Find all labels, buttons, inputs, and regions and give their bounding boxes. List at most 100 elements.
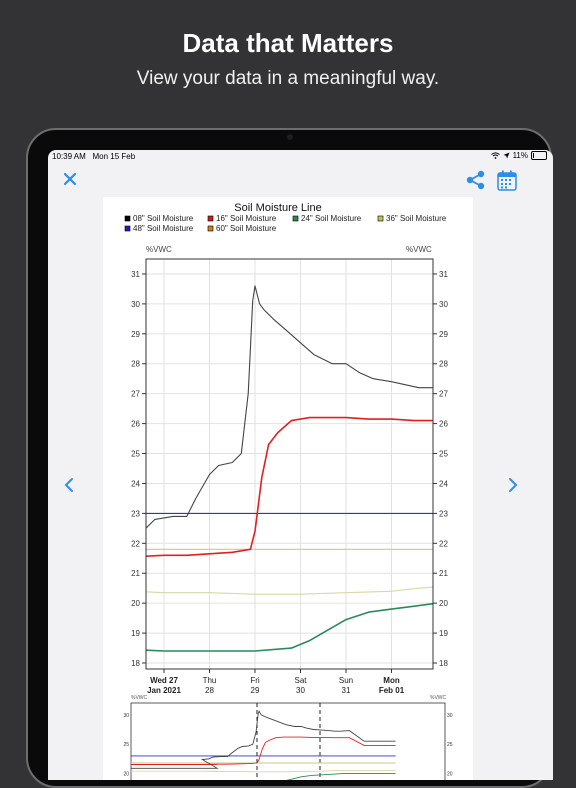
y-tick-label: 21 bbox=[131, 569, 140, 578]
x-tick-label: Mon bbox=[383, 676, 400, 685]
x-tick-sublabel: 30 bbox=[296, 686, 305, 695]
x-tick-label: Sun bbox=[339, 676, 353, 685]
overview-y-tick-label: 30 bbox=[123, 713, 129, 719]
y-tick-label: 27 bbox=[131, 390, 140, 399]
overview-y-tick-label-right: 25 bbox=[447, 742, 453, 748]
y-tick-label: 18 bbox=[131, 659, 140, 668]
y-tick-label-right: 18 bbox=[439, 659, 448, 668]
overview-y-tick-label: 25 bbox=[123, 742, 129, 748]
calendar-icon bbox=[497, 170, 517, 191]
calendar-button[interactable] bbox=[497, 170, 517, 196]
y-axis-label-right: %VWC bbox=[406, 245, 432, 254]
promo-subtitle: View your data in a meaningful way. bbox=[136, 68, 440, 89]
chevron-right-icon bbox=[509, 478, 518, 492]
y-tick-label-right: 20 bbox=[439, 599, 448, 608]
chart-legend: 08" Soil Moisture 16" Soil Moisture 24" So… bbox=[124, 214, 447, 233]
status-indicators: 11% bbox=[490, 151, 547, 160]
battery-fill bbox=[533, 153, 535, 158]
status-bar: 10:39 AM Mon 15 Feb 11% bbox=[48, 150, 553, 164]
location-icon bbox=[503, 152, 510, 159]
series-line bbox=[146, 602, 433, 652]
x-tick-sublabel: Feb 01 bbox=[379, 686, 405, 695]
y-tick-label-right: 28 bbox=[439, 360, 448, 369]
series-line bbox=[146, 285, 433, 529]
y-tick-label-right: 30 bbox=[439, 300, 448, 309]
y-tick-label-right: 31 bbox=[439, 270, 448, 279]
overview-unit-right: %VWC bbox=[430, 695, 447, 701]
legend-label: 48" Soil Moisture bbox=[133, 224, 194, 233]
y-tick-label: 28 bbox=[131, 360, 140, 369]
y-tick-label-right: 25 bbox=[439, 450, 448, 459]
y-tick-label-right: 23 bbox=[439, 509, 448, 518]
overview-y-tick-label: 20 bbox=[123, 772, 129, 778]
series-line bbox=[146, 586, 433, 595]
next-button[interactable] bbox=[508, 477, 518, 498]
overview-lines bbox=[131, 710, 396, 780]
chart-card: Soil Moisture Line 08" Soil Moisture 16" … bbox=[103, 197, 473, 780]
y-tick-label: 22 bbox=[131, 539, 140, 548]
overview-series-line bbox=[286, 773, 396, 780]
battery-percent: 11% bbox=[512, 151, 528, 160]
battery-icon bbox=[531, 151, 547, 160]
camera-dot bbox=[287, 134, 293, 140]
overview-unit-left: %VWC bbox=[131, 695, 148, 701]
close-button[interactable] bbox=[63, 172, 77, 191]
legend-swatch bbox=[292, 215, 299, 222]
wifi-icon bbox=[490, 152, 500, 159]
x-tick-label: Fri bbox=[250, 676, 260, 685]
soil-moisture-chart: Soil Moisture Line 08" Soil Moisture 16" … bbox=[123, 202, 453, 780]
x-tick-sublabel: Jan 2021 bbox=[147, 686, 181, 695]
y-axis: 18 18 19 19 20 20 21 21 22 22 23 23 24 24 25 25 26 26 27 27… bbox=[131, 270, 448, 668]
y-tick-label-right: 19 bbox=[439, 629, 448, 638]
overview-series-line bbox=[131, 736, 396, 765]
share-button[interactable] bbox=[466, 170, 486, 195]
y-tick-label-right: 29 bbox=[439, 330, 448, 339]
legend-swatch bbox=[207, 225, 214, 232]
legend-label: 08" Soil Moisture bbox=[133, 214, 194, 223]
y-tick-label: 25 bbox=[131, 450, 140, 459]
previous-button[interactable] bbox=[64, 477, 74, 498]
legend-label: 24" Soil Moisture bbox=[301, 214, 362, 223]
legend-swatch bbox=[124, 215, 131, 222]
plot-frame bbox=[145, 258, 434, 670]
close-icon bbox=[63, 172, 77, 186]
legend-swatch bbox=[207, 215, 214, 222]
chevron-left-icon bbox=[64, 478, 73, 492]
x-tick-sublabel: 28 bbox=[205, 686, 214, 695]
y-tick-label-right: 24 bbox=[439, 479, 448, 488]
y-tick-label-right: 27 bbox=[439, 390, 448, 399]
status-time: 10:39 AM Mon 15 Feb bbox=[52, 152, 136, 161]
overview-chart: %VWC %VWC 20 20 25 25 30 30 bbox=[123, 695, 453, 780]
x-tick-sublabel: 31 bbox=[342, 686, 351, 695]
y-tick-label: 29 bbox=[131, 330, 140, 339]
chart-grid bbox=[146, 259, 433, 669]
y-tick-label-right: 22 bbox=[439, 539, 448, 548]
y-tick-label-right: 21 bbox=[439, 569, 448, 578]
legend-swatch bbox=[124, 225, 131, 232]
overview-frame bbox=[130, 702, 446, 780]
promo-title: Data that Matters bbox=[182, 28, 394, 58]
legend-label: 36" Soil Moisture bbox=[386, 214, 447, 223]
series-lines bbox=[146, 285, 433, 652]
x-tick-sublabel: 29 bbox=[251, 686, 260, 695]
legend-swatch bbox=[377, 215, 384, 222]
app-screen: 10:39 AM Mon 15 Feb 11% Soil Moistu bbox=[48, 150, 553, 780]
overview-y-tick-label-right: 20 bbox=[447, 772, 453, 778]
y-axis-label-left: %VWC bbox=[146, 245, 172, 254]
y-tick-label-right: 26 bbox=[439, 420, 448, 429]
chart-title: Soil Moisture Line bbox=[234, 202, 321, 214]
overview-series-line bbox=[131, 769, 396, 773]
y-tick-label: 20 bbox=[131, 599, 140, 608]
y-tick-label: 23 bbox=[131, 509, 140, 518]
y-tick-label: 26 bbox=[131, 420, 140, 429]
legend-label: 60" Soil Moisture bbox=[216, 224, 277, 233]
y-tick-label: 19 bbox=[131, 629, 140, 638]
overview-series-line bbox=[131, 710, 396, 769]
x-tick-label: Thu bbox=[203, 676, 217, 685]
series-line bbox=[146, 416, 433, 557]
x-tick-label: Wed 27 bbox=[150, 676, 178, 685]
share-icon bbox=[466, 170, 485, 190]
y-tick-label: 24 bbox=[131, 479, 140, 488]
y-tick-label: 30 bbox=[131, 300, 140, 309]
